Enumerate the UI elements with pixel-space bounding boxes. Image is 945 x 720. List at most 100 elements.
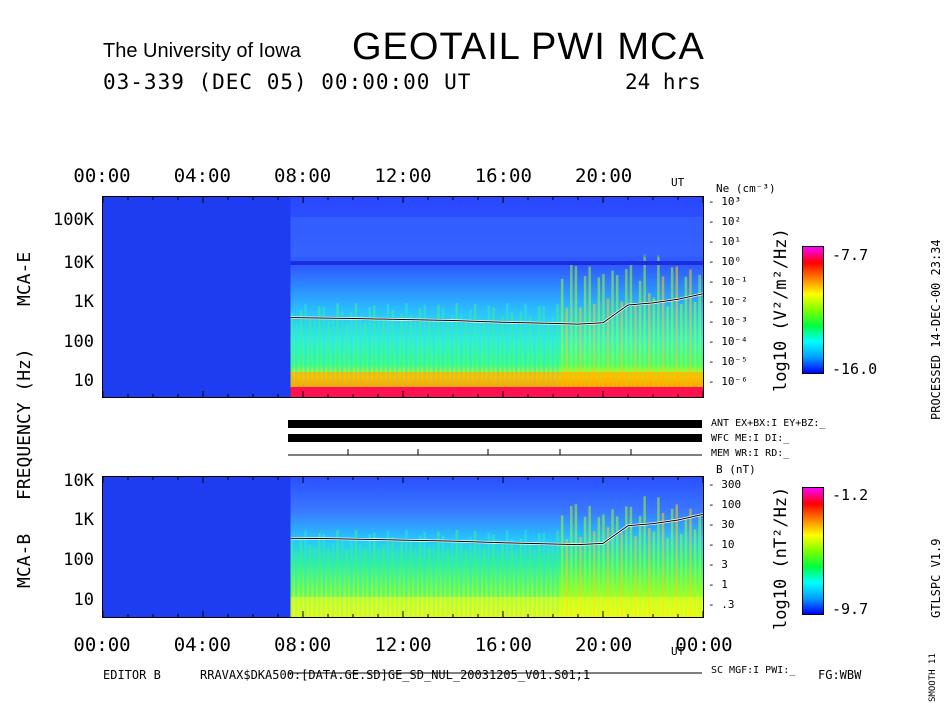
streak <box>524 303 527 397</box>
ant-bar <box>288 420 702 428</box>
streak <box>515 322 518 397</box>
streak <box>354 303 358 397</box>
streak <box>570 505 573 617</box>
streak <box>414 322 417 397</box>
top-tick-label: 04:00 <box>173 165 231 187</box>
streak <box>318 306 321 397</box>
streak <box>652 531 656 617</box>
bottom-tick-label: 00:00 <box>73 634 131 656</box>
streak <box>386 530 390 617</box>
streak <box>414 549 417 617</box>
streak <box>556 530 559 617</box>
bottom-tick-label: 00:00 <box>675 634 733 656</box>
ne-tick: - 10⁻¹ <box>708 275 748 288</box>
streak <box>455 530 458 617</box>
streak <box>666 306 669 397</box>
streak <box>299 310 303 397</box>
streak <box>570 264 573 397</box>
streak <box>551 544 555 617</box>
streak <box>620 532 623 617</box>
streak <box>295 549 298 617</box>
streak <box>464 549 468 617</box>
streak <box>336 530 339 617</box>
streak <box>483 547 486 617</box>
streak <box>391 537 394 617</box>
mem-ticks <box>347 449 632 455</box>
bottom-tick-label: 20:00 <box>575 634 633 656</box>
streak <box>565 539 568 617</box>
streak <box>295 322 298 397</box>
ne-tick: - 10⁻⁶ <box>708 375 748 388</box>
streak <box>597 517 601 617</box>
streak <box>634 536 637 617</box>
streak <box>638 280 642 397</box>
time-span: 24 hrs <box>625 70 701 94</box>
streak <box>670 267 674 397</box>
streak <box>533 321 536 397</box>
streak <box>615 516 619 617</box>
streak <box>606 298 610 397</box>
institution-label: The University of Iowa <box>103 40 301 62</box>
streak <box>588 266 591 397</box>
streak <box>478 318 481 397</box>
streak <box>501 316 504 397</box>
sc-line <box>288 672 702 674</box>
streak <box>501 543 504 617</box>
streak <box>327 548 330 617</box>
mca-e-y-tick: 100K <box>53 210 94 230</box>
mca-b-y-tick: 10K <box>63 471 94 491</box>
streak <box>313 320 316 397</box>
streak <box>464 322 468 397</box>
streak <box>350 311 353 397</box>
streak <box>515 549 518 617</box>
streak <box>432 319 436 397</box>
streak <box>331 316 335 397</box>
cutoff-line <box>290 513 703 546</box>
streak <box>510 539 513 617</box>
streak <box>538 306 541 397</box>
streak <box>340 538 344 617</box>
mca-e-spectrogram <box>102 196 704 398</box>
streak <box>597 277 601 397</box>
date-line: 03-339 (DEC 05) 00:00:00 UT <box>103 70 472 94</box>
streak <box>638 516 642 617</box>
streak <box>547 321 550 397</box>
streak <box>519 538 523 617</box>
streak <box>382 318 385 397</box>
ne-tick: - 10³ <box>708 195 742 208</box>
streak <box>377 547 381 617</box>
streak <box>560 278 564 397</box>
streak <box>560 515 564 617</box>
streak <box>528 544 532 617</box>
streak <box>368 307 371 397</box>
streak <box>290 313 293 397</box>
file-path: RRAVAX$DKA500:[DATA.GE.SD]GE_SD_NUL_2003… <box>200 668 591 682</box>
streak <box>593 531 596 617</box>
streak <box>400 313 403 397</box>
streak <box>606 527 610 617</box>
ne-tick: - 10⁰ <box>708 255 742 268</box>
ut-label-bottom: UT <box>671 645 685 658</box>
ne-axis-label: Ne (cm⁻³) <box>716 182 776 195</box>
streak <box>657 255 660 397</box>
streak <box>496 321 500 397</box>
streak <box>400 540 403 617</box>
streak <box>528 317 532 397</box>
streak <box>583 276 587 397</box>
streak <box>698 274 701 397</box>
streak <box>625 269 628 397</box>
ne-tick: - 10² <box>708 215 742 228</box>
streak <box>359 543 362 617</box>
mca-e-colorbar-min: -16.0 <box>832 360 878 378</box>
streak <box>345 549 348 617</box>
streak <box>542 306 546 397</box>
streak <box>290 540 293 617</box>
mca-b-y-tick: 10 <box>73 590 94 610</box>
streak <box>574 504 578 617</box>
streak <box>469 309 472 397</box>
b-tick: - 30 <box>708 518 735 531</box>
streak <box>524 530 527 617</box>
streak <box>450 314 454 397</box>
streak <box>648 293 651 397</box>
bottom-tick-label: 16:00 <box>474 634 532 656</box>
